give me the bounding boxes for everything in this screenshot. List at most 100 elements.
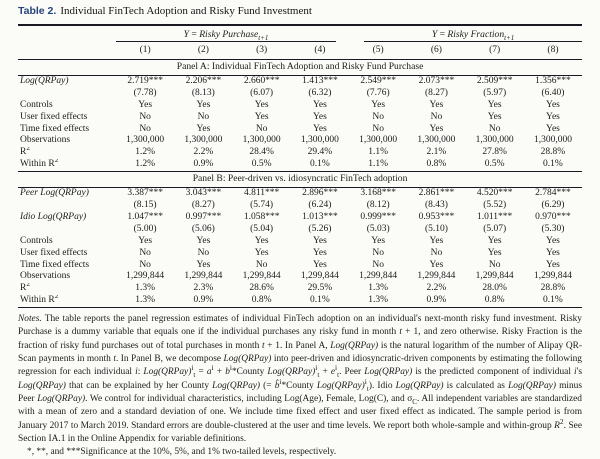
table-row: Peer Log(QRPay) 3.387*** 3.043*** 4.811*** 2… <box>18 188 582 200</box>
column-number: (3) <box>256 45 268 55</box>
value-cell: (5.30) <box>541 223 565 234</box>
row-label: Observations <box>20 271 71 282</box>
value-cell: 0.9% <box>193 159 214 170</box>
value-cell: (6.32) <box>308 87 332 98</box>
value-cell: 1,300,000 <box>475 135 514 146</box>
value-cell: Yes <box>371 235 386 246</box>
value-cell: Yes <box>312 123 327 134</box>
row-label: Controls <box>20 235 53 246</box>
value-cell: (8.15) <box>133 199 157 210</box>
value-cell: 2.1% <box>426 147 447 158</box>
value-cell: (5.06) <box>191 223 215 234</box>
table-row: Idio Log(QRPay) 1.047*** 0.997*** 1.058*** 1… <box>18 212 582 224</box>
value-cell: Yes <box>487 111 502 122</box>
table-header: Y = Risky Purchaset+1 Y = Risky Fractiont… <box>18 25 583 60</box>
value-cell: 28.4% <box>249 147 274 158</box>
value-cell: No <box>255 123 268 134</box>
value-cell: 3.043*** <box>185 188 222 199</box>
row-label: Time fixed effects <box>20 259 90 270</box>
row-label: R2 <box>20 147 31 158</box>
value-cell: Yes <box>487 235 502 246</box>
risky-purchase-group: Y = Risky Purchaset+1 <box>116 25 349 42</box>
value-cell: 0.1% <box>543 295 563 306</box>
value-cell: 1,300,000 <box>359 135 398 146</box>
value-cell: 1,299,844 <box>242 271 281 282</box>
row-label <box>18 224 116 236</box>
value-cell: 1.013*** <box>302 211 338 222</box>
value-cell: No <box>430 247 443 258</box>
value-cell: 2.509*** <box>476 75 513 86</box>
value-cell: 2.896*** <box>302 188 338 199</box>
panel-header-row: Panel A: Individual FinTech Adoption and… <box>18 59 583 76</box>
value-cell: 1,299,844 <box>184 271 223 282</box>
value-cell: 1,299,844 <box>359 271 398 282</box>
value-cell: 1,300,000 <box>533 135 572 146</box>
value-cell: 1.1% <box>368 159 389 170</box>
value-cell: (5.04) <box>250 223 274 234</box>
panel-header: Panel B: Peer-driven vs. idiosyncratic F… <box>18 171 583 189</box>
value-cell: (7.78) <box>133 87 157 98</box>
value-cell: 1.3% <box>368 295 389 306</box>
value-cell: (6.29) <box>541 199 565 210</box>
risky-fraction-group: Y = Risky Fractiont+1 <box>349 25 583 42</box>
value-cell: (5.52) <box>483 199 507 210</box>
value-cell: 1,300,000 <box>126 135 165 146</box>
row-label: Within R2 <box>20 295 59 306</box>
table-row: R2 1.2% 2.2% 28.4% 29.4% 1.1% 2.1% 27.8% 28.8% <box>18 147 582 159</box>
value-cell: 1.413*** <box>302 75 338 86</box>
value-cell: 0.997*** <box>185 211 222 222</box>
value-cell: 3.168*** <box>360 188 396 199</box>
value-cell: 0.9% <box>426 295 447 306</box>
value-cell: Yes <box>254 235 269 246</box>
table-row: Within R2 1.3% 0.9% 0.8% 0.1% 1.3% 0.9% 0.8% 0.1… <box>18 295 582 307</box>
value-cell: 2.861*** <box>418 188 455 199</box>
value-cell: Yes <box>429 235 444 246</box>
value-cell: No <box>372 259 384 270</box>
value-cell: 1,300,000 <box>242 135 281 146</box>
table-row: (8.15) (8.27) (5.74) (6.24) (8.12) (8.43) (5.5… <box>18 200 582 212</box>
value-cell: 28.8% <box>540 147 566 158</box>
value-cell: 1,299,844 <box>533 271 572 282</box>
value-cell: No <box>197 247 210 258</box>
table-row: R2 1.3% 2.3% 28.6% 29.5% 1.3% 2.2% 28.0% 28.8% <box>18 283 582 295</box>
value-cell: 0.1% <box>310 159 330 170</box>
value-cell: 1.3% <box>135 295 156 306</box>
value-cell: 0.999*** <box>360 211 396 222</box>
value-cell: (5.03) <box>366 223 390 234</box>
value-cell: No <box>255 259 268 270</box>
value-cell: 1.058*** <box>243 211 280 222</box>
value-cell: No <box>488 259 501 270</box>
table-body: Panel A: Individual FinTech Adoption and… <box>18 59 583 308</box>
value-cell: Yes <box>429 123 444 134</box>
value-cell: 0.970*** <box>535 211 571 222</box>
value-cell: 1,299,844 <box>300 271 339 282</box>
table-row: User fixed effects No No Yes Yes No No Yes Yes <box>18 112 582 124</box>
value-cell: (8.12) <box>366 199 390 210</box>
value-cell: Yes <box>254 99 269 110</box>
row-label: Controls <box>20 99 53 110</box>
value-cell: Yes <box>312 111 327 122</box>
value-cell: (8.27) <box>424 87 448 98</box>
value-cell: No <box>372 123 384 134</box>
column-number: (4) <box>314 45 326 55</box>
value-cell: No <box>139 123 151 134</box>
value-cell: 1.3% <box>368 283 389 294</box>
value-cell: 1.356*** <box>535 75 571 86</box>
value-cell: 0.8% <box>484 295 505 306</box>
value-cell: Yes <box>546 99 560 110</box>
value-cell: Yes <box>196 235 211 246</box>
value-cell: (5.07) <box>483 223 507 234</box>
column-number: (1) <box>139 45 151 55</box>
table-row: Log(QRPay) 2.719*** 2.206*** 2.660*** 1.413*… <box>18 75 582 87</box>
table-row: Observations 1,299,844 1,299,844 1,299,844 1… <box>18 271 582 283</box>
value-cell: 2.549*** <box>360 75 396 86</box>
column-number: (8) <box>547 45 559 55</box>
row-label: Peer Log(QRPay) <box>20 188 89 199</box>
value-cell: 0.1% <box>543 159 563 170</box>
value-cell: Yes <box>429 99 444 110</box>
table-title-text: Individual FinTech Adoption and Risky Fu… <box>60 5 312 17</box>
value-cell: 28.8% <box>540 283 566 294</box>
notes-paragraph: Notes. The table reports the panel regre… <box>18 314 583 444</box>
column-group-label: Y = Risky Purchaset+1 <box>116 26 337 42</box>
value-cell: 28.6% <box>249 283 274 294</box>
